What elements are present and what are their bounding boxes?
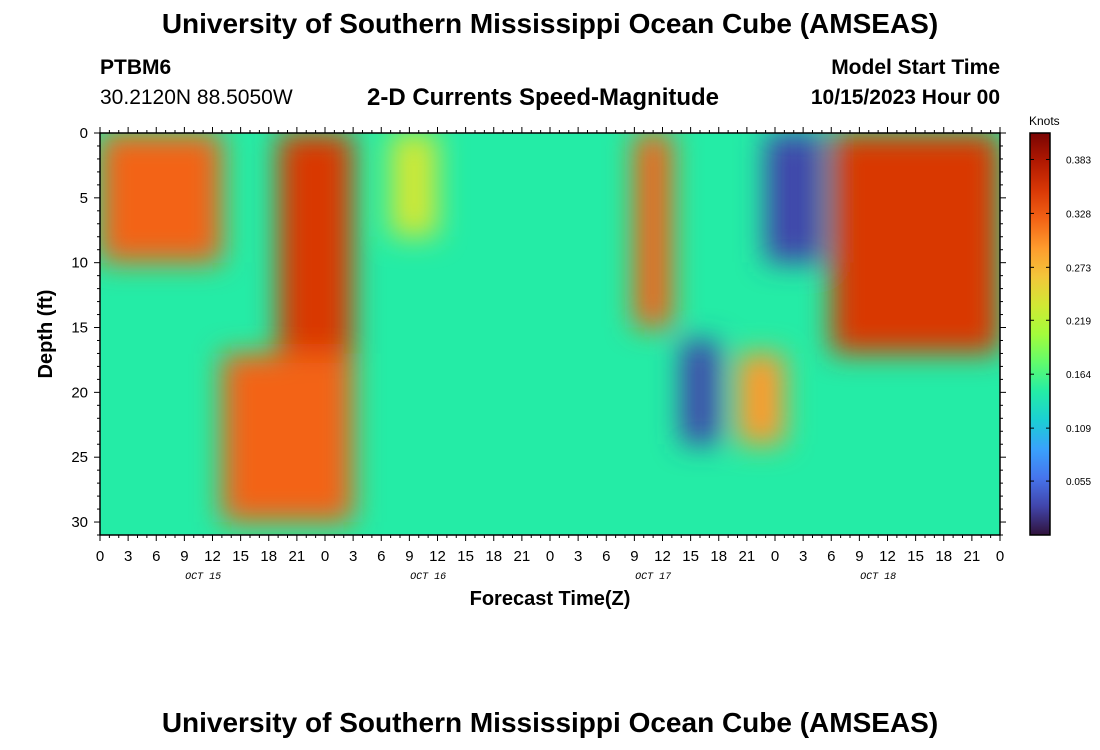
colorbar-unit-label: Knots [1029, 114, 1060, 128]
chart-footer-title: University of Southern Mississippi Ocean… [161, 707, 939, 738]
x-tick-label: 9 [855, 548, 863, 565]
model-start-value: 10/15/2023 Hour 00 [810, 86, 1000, 109]
chart-main-title: University of Southern Mississippi Ocean… [161, 8, 939, 39]
colorbar-tick-label: 0.383 [1066, 155, 1091, 166]
colorbar-tick-label: 0.273 [1066, 263, 1091, 274]
x-tick-label: 18 [710, 548, 727, 565]
field-regions [100, 133, 1000, 523]
x-tick-label: 18 [935, 548, 952, 565]
x-tick-label: 0 [546, 548, 554, 565]
x-tick-label: 6 [827, 548, 835, 565]
station-id: PTBM6 [100, 56, 172, 79]
x-tick-label: 12 [879, 548, 896, 565]
x-tick-label: 12 [204, 548, 221, 565]
x-tick-label: 15 [682, 548, 699, 565]
colorbar: 0.383 0.328 0.273 0.219 0.164 0.109 0.055 [1029, 132, 1091, 536]
x-tick-label: 6 [152, 548, 160, 565]
y-tick-label: 0 [80, 125, 88, 142]
station-coordinates: 30.2120N 88.5050W [100, 86, 293, 109]
plot-title: 2-D Currents Speed-Magnitude [367, 84, 720, 111]
x-tick-label: 3 [799, 548, 807, 565]
x-axis: 0 3 6 9 12 15 18 21 0 3 6 9 12 15 18 21 0 3 6 9 12 15 18 21 0 3 6 9… [96, 127, 1004, 583]
colorbar-tick-label: 0.219 [1066, 316, 1091, 327]
field-region-upper-red-oct15-21z [278, 133, 354, 354]
field-region-red-oct18-surface [831, 133, 1000, 354]
colorbar-tick-label: 0.328 [1066, 209, 1091, 220]
colorbar-tick-label: 0.109 [1066, 424, 1091, 435]
x-tick-label: 0 [96, 548, 104, 565]
x-tick-label: 21 [514, 548, 531, 565]
heatmap-field [100, 133, 1000, 535]
x-tick-label: 9 [405, 548, 413, 565]
field-region-red-eddy-oct17-23z [737, 353, 785, 445]
x-day-label: OCT 17 [635, 572, 671, 583]
x-tick-label: 15 [232, 548, 249, 565]
field-region-lower-red-oct15 [221, 353, 354, 523]
x-tick-label: 3 [574, 548, 582, 565]
y-tick-label: 30 [71, 514, 88, 531]
x-day-label: OCT 16 [410, 572, 446, 583]
field-region-dark-oct18-02z [765, 133, 822, 263]
x-tick-label: 9 [630, 548, 638, 565]
field-region-orange-oct16-09z [390, 133, 438, 237]
x-axis-title: Forecast Time(Z) [470, 588, 631, 610]
field-region-dark-oct17-14z [681, 340, 719, 445]
x-tick-label: 21 [289, 548, 306, 565]
colorbar-gradient [1029, 132, 1051, 536]
x-tick-label: 3 [124, 548, 132, 565]
x-tick-label: 6 [602, 548, 610, 565]
colorbar-tick-label: 0.055 [1066, 477, 1091, 488]
x-day-label: OCT 18 [860, 572, 896, 583]
x-tick-label: 18 [485, 548, 502, 565]
x-tick-label: 0 [996, 548, 1004, 565]
x-tick-label: 0 [771, 548, 779, 565]
colorbar-tick-label: 0.164 [1066, 370, 1091, 381]
x-day-label: OCT 15 [185, 572, 221, 583]
y-tick-label: 15 [71, 320, 88, 337]
x-tick-label: 6 [377, 548, 385, 565]
x-tick-label: 21 [739, 548, 756, 565]
x-tick-label: 12 [429, 548, 446, 565]
x-tick-label: 15 [457, 548, 474, 565]
y-tick-label: 25 [71, 449, 88, 466]
x-tick-label: 12 [654, 548, 671, 565]
y-axis: 0 5 10 15 20 25 30 [71, 125, 1006, 536]
y-tick-label: 10 [71, 255, 88, 272]
x-tick-label: 15 [907, 548, 924, 565]
x-tick-label: 0 [321, 548, 329, 565]
x-tick-label: 3 [349, 548, 357, 565]
x-tick-label: 18 [260, 548, 277, 565]
y-tick-label: 5 [80, 190, 88, 207]
x-tick-label: 21 [964, 548, 981, 565]
y-tick-label: 20 [71, 384, 88, 401]
y-axis-title: Depth (ft) [35, 290, 57, 379]
model-start-label: Model Start Time [831, 56, 1000, 79]
field-region-surface-red-oct15 [100, 133, 222, 263]
x-tick-label: 9 [180, 548, 188, 565]
field-region-red-oct17-12z [634, 133, 672, 328]
